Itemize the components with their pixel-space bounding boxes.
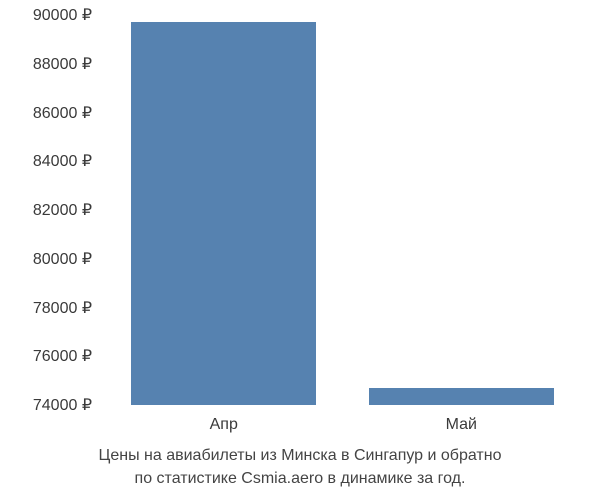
bar — [369, 388, 554, 405]
y-tick-label: 80000 ₽ — [33, 249, 92, 269]
y-tick-label: 82000 ₽ — [33, 200, 92, 220]
x-tick-label: Май — [446, 416, 477, 434]
plot-area — [105, 15, 580, 405]
y-tick-label: 76000 ₽ — [33, 346, 92, 366]
y-tick-label: 84000 ₽ — [33, 151, 92, 171]
y-axis: 74000 ₽76000 ₽78000 ₽80000 ₽82000 ₽84000… — [0, 15, 100, 405]
x-tick-label: Апр — [210, 416, 238, 434]
chart-caption-line2: по статистике Csmia.aero в динамике за г… — [0, 468, 600, 490]
y-tick-label: 86000 ₽ — [33, 103, 92, 123]
price-chart: 74000 ₽ 76000 ₽ 78000 ₽ 80000 ₽ 82000 ₽ 84000… — [0, 0, 600, 500]
y-tick-label: 90000 ₽ — [33, 5, 92, 25]
y-tick-label: 74000 ₽ — [33, 395, 92, 415]
bar — [131, 22, 316, 405]
y-tick-label: 78000 ₽ — [33, 298, 92, 318]
y-tick-label: 88000 ₽ — [33, 54, 92, 74]
chart-caption-line1: Цены на авиабилеты из Минска в Сингапур … — [0, 445, 600, 467]
x-axis: Апр Май — [105, 410, 580, 440]
